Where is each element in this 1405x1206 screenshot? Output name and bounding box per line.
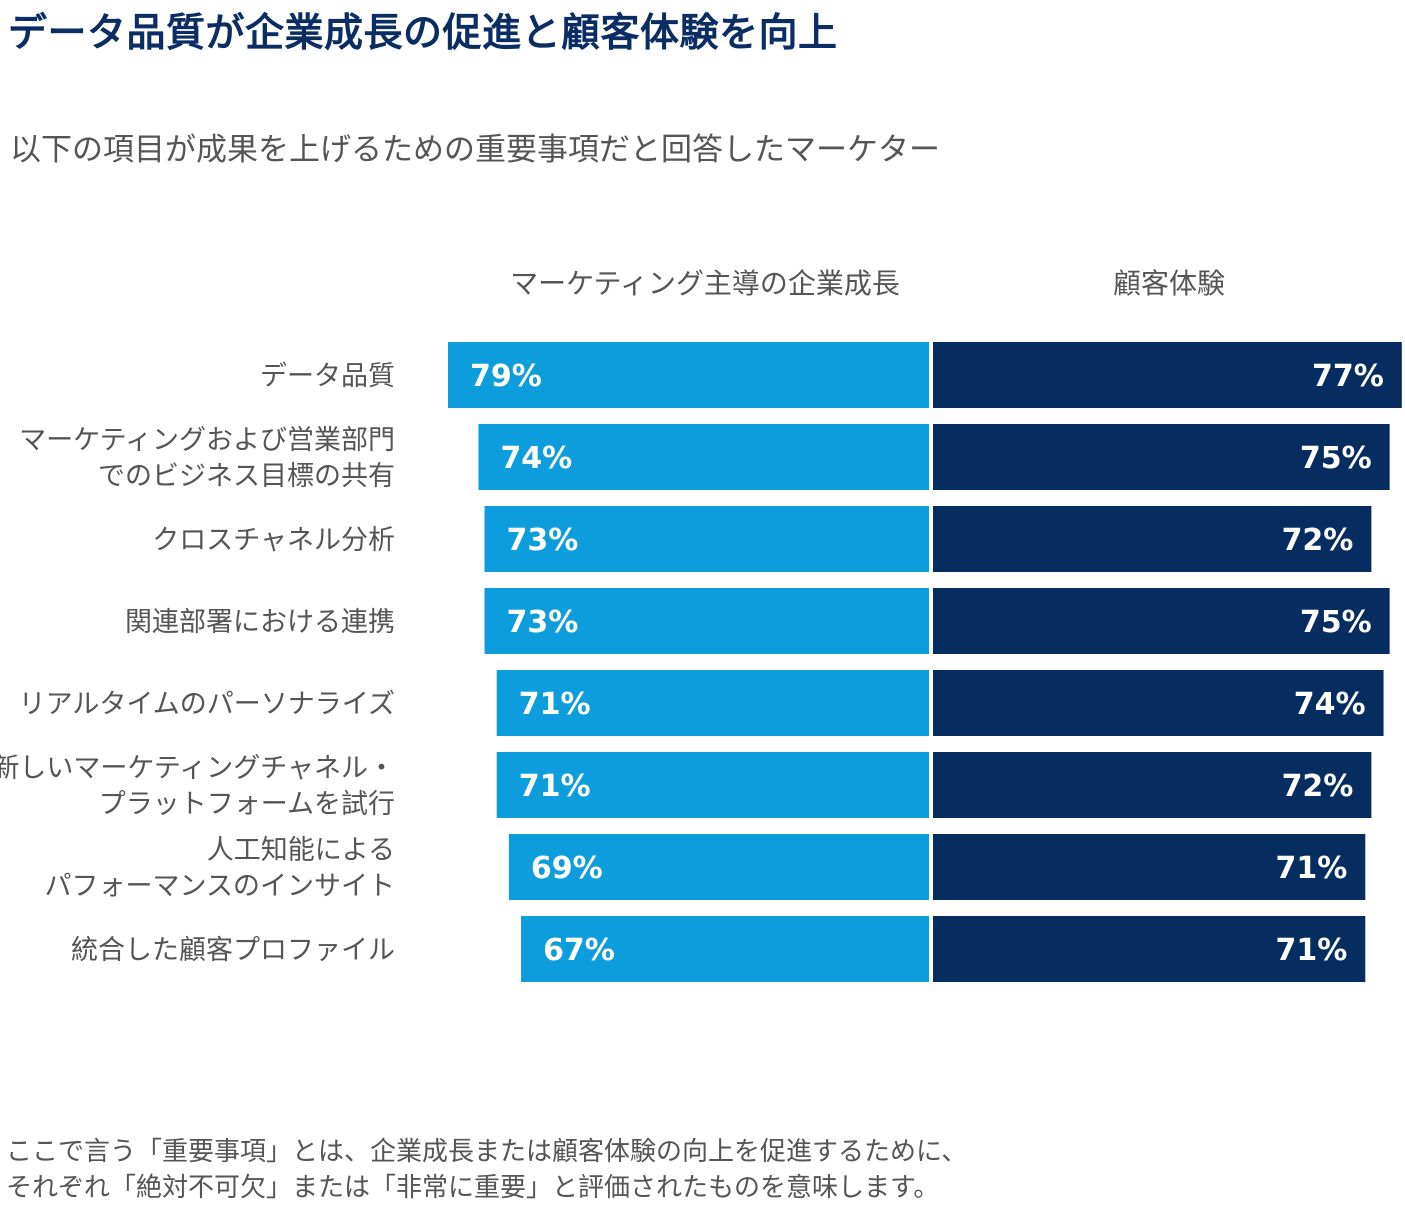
bar-customer-experience xyxy=(933,752,1372,818)
bar-customer-experience xyxy=(933,670,1384,736)
category-label: でのビジネス目標の共有 xyxy=(98,461,395,492)
category-label: パフォーマンスのインサイト xyxy=(45,871,395,902)
bar-growth xyxy=(484,588,929,654)
data-label-customer-experience: 72% xyxy=(1282,769,1354,804)
data-label-growth: 79% xyxy=(470,359,542,394)
category-label: マーケティングおよび営業部門 xyxy=(19,425,395,456)
series-header-growth: マーケティング主導の企業成長 xyxy=(510,267,900,300)
footnote-line: ここで言う「重要事項」とは、企業成長または顧客体験の向上を促進するために、 xyxy=(6,1137,968,1167)
bar-growth xyxy=(521,916,929,982)
data-label-growth: 73% xyxy=(507,523,579,558)
chart-subtitle: 以下の項目が成果を上げるための重要事項だと回答したマーケター xyxy=(10,132,940,168)
category-label: クロスチャネル分析 xyxy=(152,525,395,556)
chart-title: データ品質が企業成長の促進と顧客体験を向上 xyxy=(8,11,838,56)
footnote: ここで言う「重要事項」とは、企業成長または顧客体験の向上を促進するために、 それ… xyxy=(6,1134,967,1206)
data-label-growth: 71% xyxy=(519,769,591,804)
data-label-growth: 71% xyxy=(519,687,591,722)
bar-growth xyxy=(484,506,929,572)
bar-growth xyxy=(496,670,929,736)
data-label-customer-experience: 75% xyxy=(1300,441,1372,476)
bar-customer-experience xyxy=(933,834,1366,900)
bar-growth xyxy=(496,752,929,818)
bar-customer-experience xyxy=(933,506,1372,572)
bar-customer-experience xyxy=(933,424,1390,490)
data-label-customer-experience: 77% xyxy=(1312,359,1384,394)
bar-growth xyxy=(448,342,929,408)
category-label: 人工知能による xyxy=(207,835,395,866)
bar-customer-experience xyxy=(933,916,1366,982)
bar-growth xyxy=(508,834,929,900)
data-label-customer-experience: 71% xyxy=(1275,851,1347,886)
category-label: データ品質 xyxy=(260,361,395,392)
footnote-line: それぞれ「絶対不可欠」または「非常に重要」と評価されたものを意味します。 xyxy=(6,1173,940,1203)
data-label-growth: 73% xyxy=(507,605,579,640)
data-label-customer-experience: 72% xyxy=(1282,523,1354,558)
bar-customer-experience xyxy=(933,588,1390,654)
data-label-growth: 69% xyxy=(531,851,603,886)
series-header-cx: 顧客体験 xyxy=(1112,267,1225,300)
bar-customer-experience xyxy=(933,342,1402,408)
category-label: リアルタイムのパーソナライズ xyxy=(19,689,395,720)
category-label: 新しいマーケティングチャネル・ xyxy=(0,753,395,784)
data-label-customer-experience: 75% xyxy=(1300,605,1372,640)
bar-growth xyxy=(478,424,929,490)
data-label-customer-experience: 71% xyxy=(1275,933,1347,968)
category-label: 関連部署における連携 xyxy=(125,607,395,638)
data-label-growth: 74% xyxy=(500,441,572,476)
data-label-growth: 67% xyxy=(543,933,615,968)
category-label: 統合した顧客プロファイル xyxy=(71,935,395,966)
category-label: プラットフォームを試行 xyxy=(99,789,395,820)
data-label-customer-experience: 74% xyxy=(1294,687,1366,722)
